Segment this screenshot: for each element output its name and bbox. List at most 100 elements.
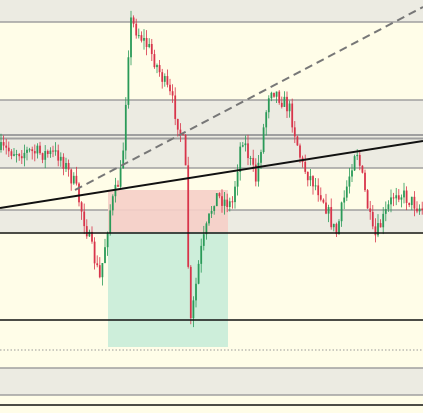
candle-body — [88, 231, 91, 237]
trend-line — [0, 140, 423, 209]
candle-body — [189, 266, 192, 319]
candle-body — [205, 223, 208, 235]
candle-body — [208, 213, 210, 224]
candle-body — [75, 175, 78, 184]
candle-body — [5, 145, 8, 148]
candle-body — [312, 176, 314, 187]
candle-body — [130, 17, 132, 58]
candle-body — [408, 202, 411, 206]
candle-body — [330, 207, 333, 228]
candle-body — [382, 213, 385, 228]
candle-body — [226, 199, 229, 207]
candle-body — [421, 208, 423, 211]
candle-body — [122, 150, 125, 169]
candle-body — [166, 76, 169, 85]
candle-body — [111, 196, 114, 211]
candle-body — [270, 92, 273, 99]
candle-body — [57, 150, 60, 161]
candle-body — [36, 145, 39, 154]
candle-body — [153, 54, 156, 68]
candle-body — [132, 17, 135, 24]
candle-body — [364, 172, 366, 191]
stop-zone — [108, 190, 228, 232]
candle-body — [309, 176, 312, 181]
candle-body — [400, 197, 403, 200]
candle-body — [340, 202, 343, 222]
candle-body — [356, 154, 359, 157]
candle-body — [192, 300, 195, 319]
candle-body — [0, 142, 2, 150]
candle-body — [278, 91, 281, 103]
candle-body — [163, 76, 166, 82]
candle-body — [397, 195, 400, 200]
candle-body — [2, 142, 5, 146]
candle-body — [416, 208, 418, 212]
candle-body — [384, 209, 387, 214]
candle-body — [124, 104, 127, 151]
candle-body — [52, 150, 54, 152]
candle-body — [387, 204, 390, 210]
trend-line — [74, 6, 423, 191]
candle-body — [322, 199, 325, 203]
candle-body — [286, 96, 288, 112]
candle-body — [202, 234, 205, 246]
candle-body — [228, 201, 231, 207]
candle-body — [54, 150, 57, 152]
candle-body — [234, 186, 236, 203]
candle-body — [247, 143, 249, 159]
candle-body — [239, 146, 242, 172]
candle-body — [293, 127, 296, 137]
candle-body — [187, 165, 190, 267]
candle-body — [371, 211, 374, 227]
candle-body — [267, 98, 270, 113]
candle-body — [254, 164, 257, 182]
candle-body — [127, 57, 130, 105]
candle-body — [62, 156, 65, 169]
candle-body — [59, 156, 62, 161]
candle-body — [317, 185, 320, 196]
candle-body — [249, 157, 252, 159]
candle-body — [236, 171, 239, 187]
candle-body — [213, 206, 216, 211]
candle-body — [26, 149, 28, 153]
candle-body — [106, 233, 109, 248]
candle-body — [119, 168, 122, 187]
candle-body — [244, 143, 247, 146]
candle-body — [304, 161, 307, 172]
candle-body — [390, 197, 392, 205]
candle-body — [176, 118, 179, 130]
candle-body — [156, 65, 158, 68]
candle-body — [137, 35, 140, 37]
candle-body — [158, 65, 161, 73]
candle-body — [33, 151, 36, 154]
candle-body — [392, 197, 395, 199]
candle-body — [18, 154, 21, 157]
candle-body — [306, 171, 309, 181]
candle-body — [314, 185, 317, 187]
candle-body — [345, 186, 348, 198]
candle-body — [265, 112, 268, 128]
candle-body — [182, 133, 184, 135]
candle-body — [262, 127, 265, 153]
candle-body — [20, 156, 23, 159]
candle-body — [145, 37, 148, 48]
candle-body — [169, 84, 171, 92]
candle-body — [23, 152, 26, 159]
candle-body — [39, 145, 41, 154]
candle-body — [7, 147, 10, 152]
candle-body — [379, 223, 382, 228]
candle-body — [413, 196, 416, 209]
candle-body — [410, 196, 413, 206]
candle-body — [184, 134, 187, 166]
candle-body — [221, 196, 223, 206]
candle-body — [31, 149, 34, 152]
candle-body — [353, 156, 356, 171]
candle-body — [13, 154, 15, 156]
candle-body — [252, 157, 255, 165]
candle-body — [91, 231, 93, 242]
candle-body — [117, 184, 119, 187]
candle-body — [70, 169, 73, 184]
candle-body — [374, 226, 377, 236]
candle-body — [405, 190, 408, 203]
